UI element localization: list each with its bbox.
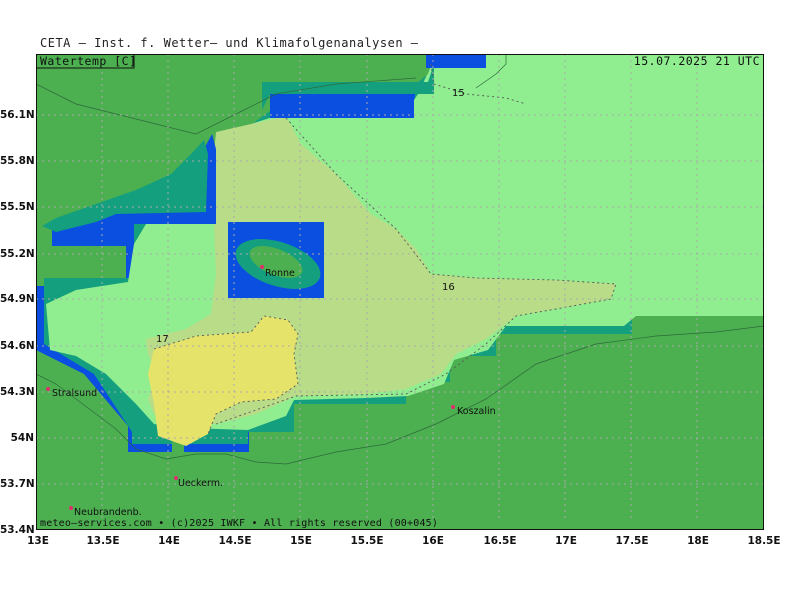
city-marker-ueckermuende — [174, 476, 178, 480]
lat-label: 55.5N — [0, 201, 35, 213]
sea-zone-17 — [148, 316, 298, 446]
lon-label: 15E — [290, 535, 312, 547]
info-bar: Watertemp [C] 15.07.2025 21 UTC — [36, 54, 764, 68]
lon-label: 18.5E — [747, 535, 781, 547]
city-label-koszalin: Koszalin — [457, 406, 496, 417]
water-temperature-map — [36, 54, 764, 530]
lon-label: 17.5E — [615, 535, 649, 547]
city-label-ueckermuende: Ueckerm. — [178, 478, 224, 489]
lat-label: 53.4N — [0, 524, 35, 536]
parameter-label: Watertemp [C] — [40, 54, 137, 68]
lat-label: 53.7N — [0, 478, 35, 490]
lon-label: 14E — [158, 535, 180, 547]
city-label-neubrandenburg: Neubrandenb. — [74, 507, 142, 518]
lat-label: 54N — [10, 432, 34, 444]
lat-label: 55.8N — [0, 155, 35, 167]
lon-label: 13.5E — [86, 535, 120, 547]
northern-coastline — [36, 77, 417, 135]
sweden-coast-teal-top — [262, 64, 434, 110]
city-marker-neubrandenburg — [69, 506, 73, 510]
southern-coastline — [36, 325, 764, 465]
lat-label: 54.6N — [0, 340, 35, 352]
lon-label: 16E — [422, 535, 444, 547]
city-label-stralsund: Stralsund — [52, 388, 98, 399]
lon-label: 17E — [555, 535, 577, 547]
copyright-strip — [36, 518, 764, 530]
lat-label: 54.3N — [0, 386, 35, 398]
isotherm-label-15: 15 — [452, 88, 465, 99]
sweden-coast-teal — [42, 140, 208, 232]
bornholm-island — [249, 246, 303, 278]
isotherm-15-line — [430, 63, 527, 105]
map-area — [36, 54, 764, 530]
isotherm-17-line — [153, 315, 299, 435]
lat-label: 55.2N — [0, 248, 35, 260]
isotherm-label-17: 17 — [156, 334, 169, 345]
land-sweden — [36, 54, 434, 229]
graticule — [36, 54, 764, 530]
isotherm-16-line — [215, 117, 617, 425]
parameter-box — [36, 54, 135, 69]
city-label-ronne: Ronne — [265, 268, 295, 279]
oland-coastline — [475, 54, 507, 89]
lat-label: 56.1N — [0, 109, 35, 121]
lon-label: 14.5E — [218, 535, 252, 547]
lon-label: 13E — [27, 535, 49, 547]
lon-label: 15.5E — [350, 535, 384, 547]
lon-label: 18E — [687, 535, 709, 547]
sea-top-strip — [426, 54, 486, 68]
copyright-label: meteo–services.com • (c)2025 IWKF • All … — [40, 518, 439, 529]
sweden-coast-strip — [270, 94, 414, 118]
isotherm-label-16: 16 — [442, 282, 455, 293]
lon-label: 16.5E — [483, 535, 517, 547]
map-border — [36, 54, 764, 530]
city-marker-ronne — [260, 265, 264, 269]
valid-time-label: 15.07.2025 21 UTC — [633, 54, 760, 68]
city-marker-koszalin — [451, 405, 455, 409]
city-marker-stralsund — [46, 387, 50, 391]
lat-label: 54.9N — [0, 293, 35, 305]
header-title: CETA – Inst. f. Wetter– und Klimafolgena… — [40, 36, 419, 50]
